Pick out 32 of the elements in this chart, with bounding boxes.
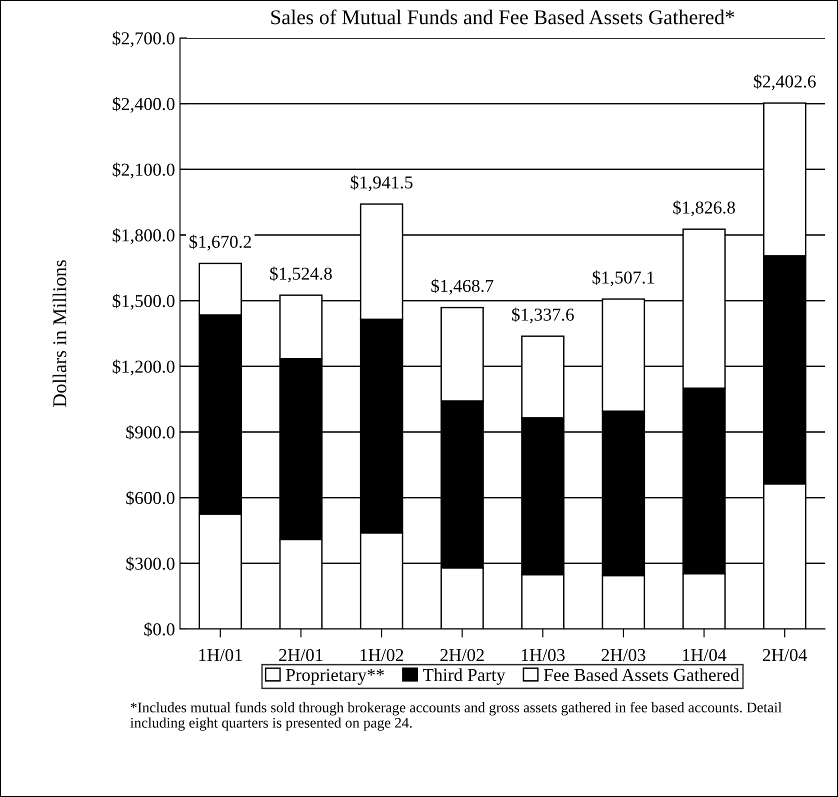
y-tick-label: $1,200.0 xyxy=(112,360,174,376)
total-label: $2,402.6 xyxy=(754,74,816,90)
total-label: $1,507.1 xyxy=(592,270,654,286)
y-tick-label: $900.0 xyxy=(126,425,174,440)
y-tick-label: $0.0 xyxy=(144,622,174,637)
y-tick-label: $2,700.0 xyxy=(112,31,174,48)
y-tick-label: $300.0 xyxy=(126,556,174,571)
y-tick-label: $600.0 xyxy=(126,490,174,506)
x-tick-label: 1H/02 xyxy=(360,648,404,662)
text: *Includes mutual funds sold through brokerage accounts and gross assets gathered in fee based accounts. Detail including eight quarters is presented on page 24. xyxy=(130,702,782,731)
y-axis-title: Dollars in Millions xyxy=(52,260,66,407)
x-tick-label: 2H/03 xyxy=(602,648,646,662)
x-tick-label: 2H/02 xyxy=(440,648,484,662)
total-label: $1,524.8 xyxy=(270,266,332,282)
y-tick-label: $1,800.0 xyxy=(112,228,174,244)
x-tick-label: 1H/04 xyxy=(683,648,726,662)
x-tick-label: 2H/04 xyxy=(762,648,807,662)
x-tick-label: 2H/01 xyxy=(279,648,322,662)
chart-title: Sales of Mutual Funds and Fee Based Assets Gathered* xyxy=(271,9,734,24)
total-label: $1,941.5 xyxy=(350,175,412,192)
y-tick-label: $2,400.0 xyxy=(112,96,174,113)
legend-label: Third Party xyxy=(422,668,506,685)
legend-label: Proprietary** xyxy=(286,668,384,685)
y-tick-label: $1,500.0 xyxy=(112,294,174,310)
total-label: $1,826.8 xyxy=(673,200,735,216)
total-label: $1,468.7 xyxy=(431,278,494,295)
y-tick-label: $2,100.0 xyxy=(112,162,174,178)
legend-label: Fee Based Assets Gathered xyxy=(544,668,740,682)
x-tick-label: 1H/01 xyxy=(199,648,242,662)
total-label: $1,337.6 xyxy=(512,307,574,324)
x-tick-label: 1H/03 xyxy=(522,648,565,662)
total-label: $1,670.2 xyxy=(189,234,251,251)
